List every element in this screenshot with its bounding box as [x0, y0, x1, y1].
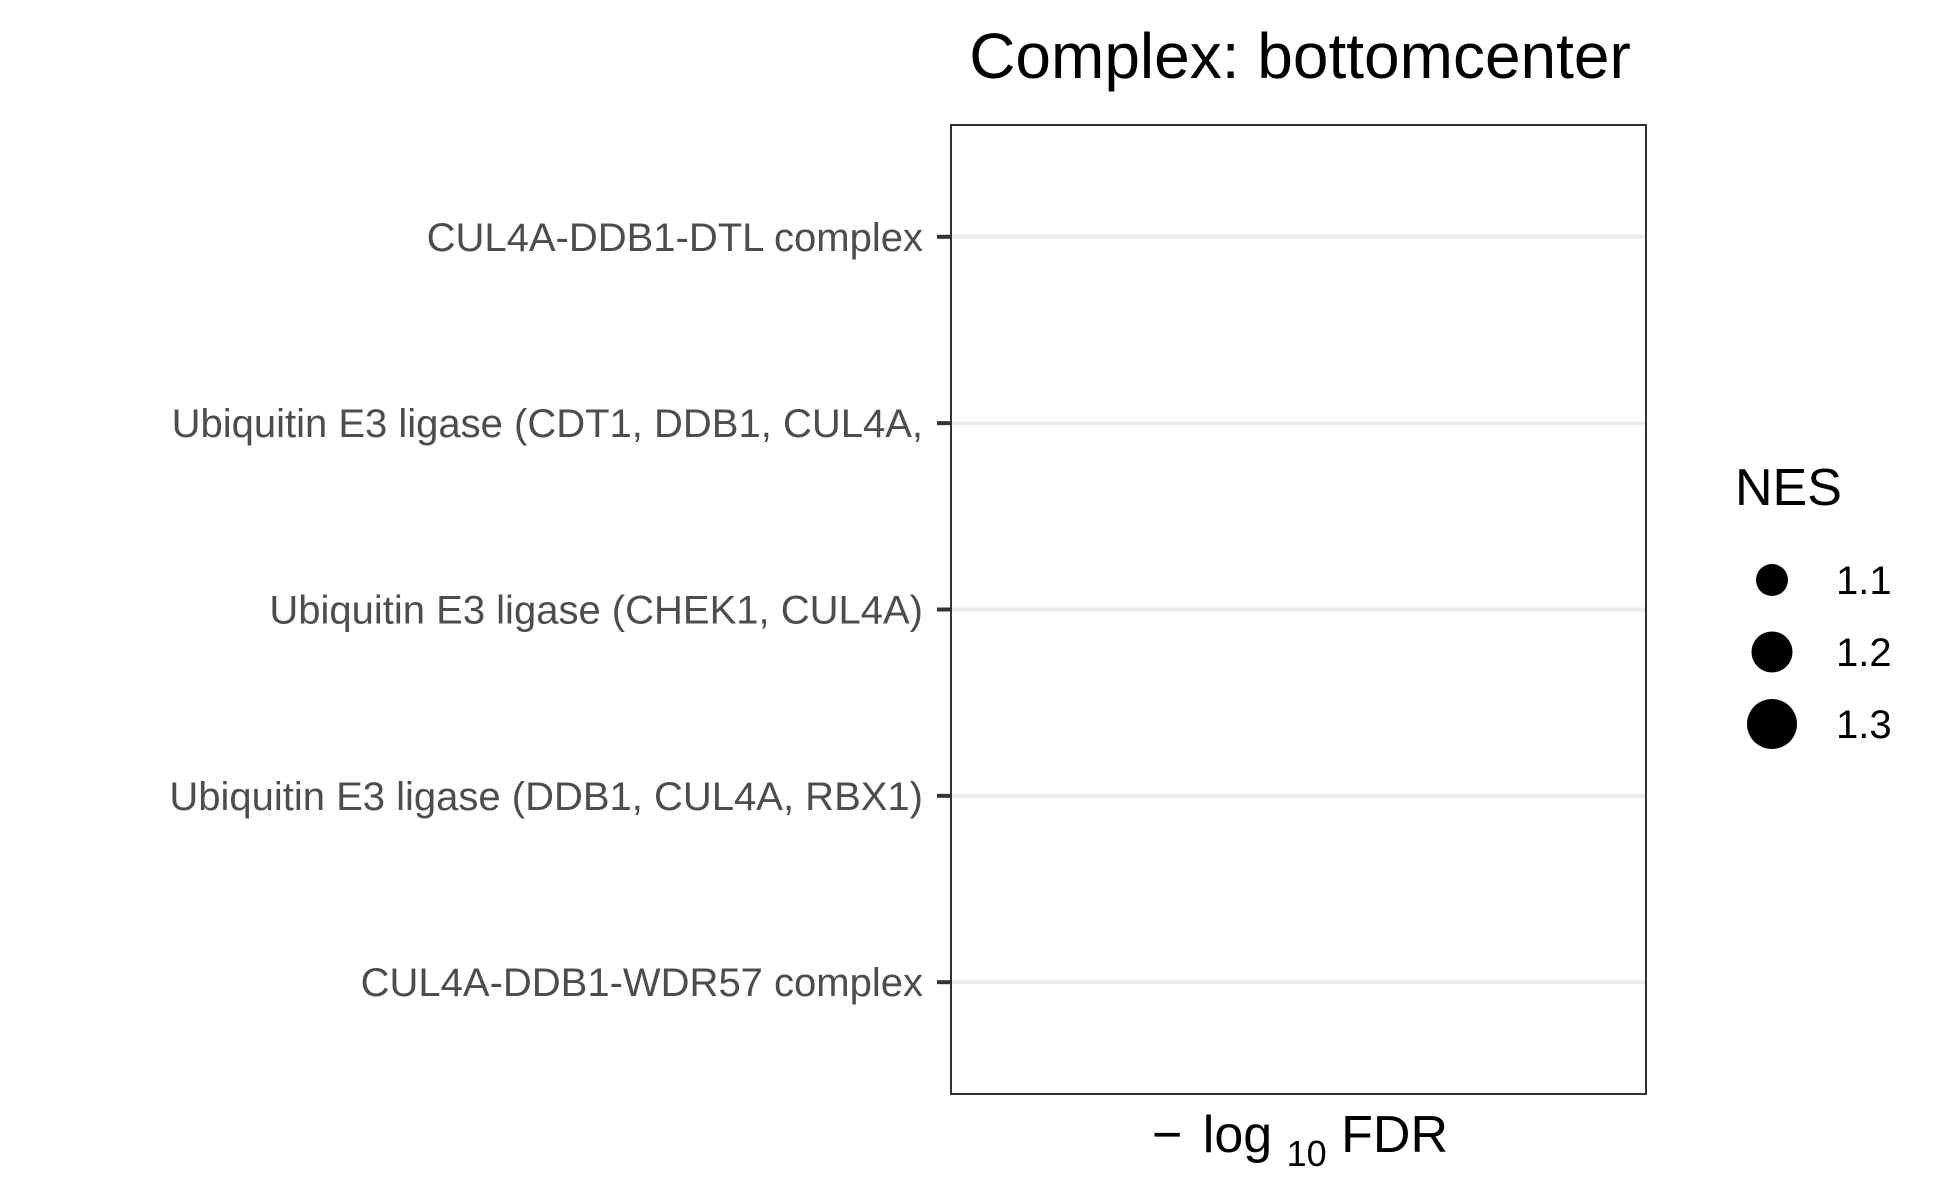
x-axis-label: − log 10 FDR — [1152, 1106, 1448, 1178]
y-axis: CUL4A-DDB1-DTL complex Ubiquitin E3 ligas… — [169, 216, 951, 1005]
legend-title: NES — [1735, 459, 1842, 517]
legend-point-1 — [1751, 631, 1793, 673]
gridlines — [951, 234, 1646, 985]
x-axis-label-subscript: 10 — [1287, 1133, 1327, 1174]
legend-label-0: 1.1 — [1836, 559, 1892, 603]
legend: NES 1.1 1.2 1.3 — [1735, 459, 1892, 749]
legend-items: 1.1 1.2 1.3 — [1747, 559, 1892, 749]
x-axis-label-minus: − — [1152, 1106, 1182, 1164]
y-tick-label-1: Ubiquitin E3 ligase (CDT1, DDB1, CUL4A, — [172, 402, 923, 446]
x-axis-label-log: log — [1203, 1106, 1272, 1164]
y-tick-label-2: Ubiquitin E3 ligase (CHEK1, CUL4A) — [269, 589, 923, 633]
y-tick-label-3: Ubiquitin E3 ligase (DDB1, CUL4A, RBX1) — [169, 775, 923, 819]
y-tick-label-0: CUL4A-DDB1-DTL complex — [427, 216, 923, 260]
y-tick-label-4: CUL4A-DDB1-WDR57 complex — [361, 961, 923, 1005]
legend-label-2: 1.3 — [1836, 703, 1892, 747]
legend-point-0 — [1756, 564, 1788, 596]
legend-label-1: 1.2 — [1836, 631, 1892, 675]
x-axis-label-tail: FDR — [1341, 1106, 1448, 1164]
chart-title: Complex: bottomcenter — [969, 20, 1631, 92]
legend-point-2 — [1747, 699, 1797, 749]
